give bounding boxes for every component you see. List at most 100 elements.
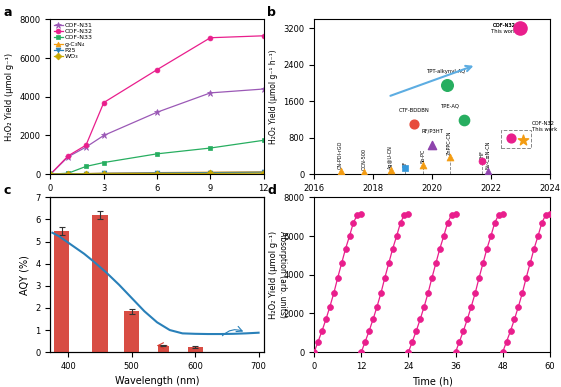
- Y-axis label: AQY (%): AQY (%): [20, 255, 30, 295]
- Point: [349, 219, 358, 226]
- Point: [329, 290, 338, 296]
- Line: COF-N33: COF-N33: [48, 138, 266, 176]
- Point: [314, 338, 323, 345]
- Point: [443, 219, 452, 226]
- Point: [345, 233, 354, 239]
- Y-axis label: H₂O₂ Yield (μmol g⁻¹ h⁻¹): H₂O₂ Yield (μmol g⁻¹ h⁻¹): [269, 50, 278, 144]
- Text: COF-N32
This work: COF-N32 This work: [532, 121, 558, 132]
- WO₃: [47, 172, 54, 176]
- g-C₃N₄: [100, 171, 107, 175]
- Point: [388, 245, 397, 252]
- Point: [416, 316, 425, 322]
- Point: [439, 233, 448, 239]
- Point: [325, 303, 334, 310]
- Point: [321, 316, 330, 322]
- Point: [376, 290, 385, 296]
- Point: [522, 275, 531, 281]
- Line: g-C₃N₄: g-C₃N₄: [48, 170, 266, 176]
- Point: [424, 290, 433, 296]
- COF-N31: [100, 133, 107, 138]
- Text: RF/P3HT: RF/P3HT: [421, 128, 443, 134]
- Point: [341, 245, 350, 252]
- g-C₃N₄: [82, 171, 89, 176]
- Point: [410, 121, 419, 127]
- Point: [451, 349, 460, 355]
- Point: [479, 260, 488, 266]
- Text: COF-N32
This work: COF-N32 This work: [491, 23, 516, 34]
- COF-N33: [154, 151, 160, 156]
- COF-N31: [82, 145, 89, 149]
- Point: [451, 211, 460, 217]
- Point: [506, 328, 515, 334]
- COF-N33: [100, 160, 107, 165]
- COF-N31: [154, 110, 160, 115]
- COF-N33: [260, 138, 267, 142]
- COF-N33: [82, 164, 89, 169]
- Text: RF: RF: [403, 161, 408, 167]
- Text: Sb-PC: Sb-PC: [421, 149, 426, 163]
- Text: ZnPPC-CN: ZnPPC-CN: [447, 131, 452, 156]
- COF-N33: [47, 172, 54, 176]
- WO₃: [82, 171, 89, 176]
- Text: a: a: [3, 6, 12, 19]
- Point: [373, 303, 381, 310]
- Point: [353, 212, 362, 218]
- Line: WO₃: WO₃: [48, 171, 266, 176]
- Point: [455, 338, 464, 345]
- Point: [518, 290, 527, 296]
- Point: [396, 219, 405, 226]
- Point: [516, 26, 525, 32]
- Point: [442, 82, 451, 89]
- Point: [318, 328, 327, 334]
- Point: [333, 275, 342, 281]
- Bar: [54, 231, 70, 352]
- WO₃: [65, 171, 72, 176]
- Point: [365, 328, 374, 334]
- X-axis label: Time (h): Time (h): [137, 199, 177, 209]
- Point: [392, 233, 401, 239]
- P25: [82, 171, 89, 176]
- Text: TPE-AQ: TPE-AQ: [441, 103, 460, 108]
- WO₃: [154, 171, 160, 176]
- Point: [477, 158, 486, 164]
- Point: [400, 212, 409, 218]
- Point: [545, 211, 554, 217]
- COF-N32: [47, 172, 54, 176]
- Point: [526, 260, 535, 266]
- WO₃: [100, 171, 107, 176]
- Point: [498, 349, 507, 355]
- Point: [530, 245, 539, 252]
- Point: [384, 260, 393, 266]
- COF-N32: [82, 143, 89, 147]
- Point: [537, 219, 546, 226]
- Point: [412, 328, 421, 334]
- Point: [484, 168, 493, 174]
- Point: [498, 211, 507, 217]
- P25: [47, 172, 54, 176]
- COF-N32: [260, 33, 267, 38]
- Point: [519, 137, 528, 144]
- Point: [310, 349, 319, 355]
- Line: COF-N31: COF-N31: [47, 86, 267, 178]
- COF-N31: [207, 91, 214, 95]
- g-C₃N₄: [154, 170, 160, 175]
- P25: [207, 170, 214, 175]
- COF-N31: [65, 154, 72, 159]
- Bar: [124, 311, 139, 352]
- Text: c: c: [3, 184, 11, 197]
- Bar: [93, 215, 108, 352]
- Point: [507, 135, 516, 141]
- Point: [336, 168, 345, 174]
- X-axis label: Year: Year: [422, 199, 442, 209]
- Point: [459, 328, 468, 334]
- Point: [435, 245, 444, 252]
- Point: [431, 260, 440, 266]
- g-C₃N₄: [260, 170, 267, 174]
- Legend: COF-N31, COF-N32, COF-N33, g-C₃N₄, P25, WO₃: COF-N31, COF-N32, COF-N33, g-C₃N₄, P25, …: [54, 22, 93, 60]
- Point: [337, 260, 346, 266]
- Bar: [501, 130, 531, 148]
- Point: [419, 161, 427, 168]
- COF-N32: [154, 67, 160, 72]
- g-C₃N₄: [207, 170, 214, 175]
- Point: [514, 303, 523, 310]
